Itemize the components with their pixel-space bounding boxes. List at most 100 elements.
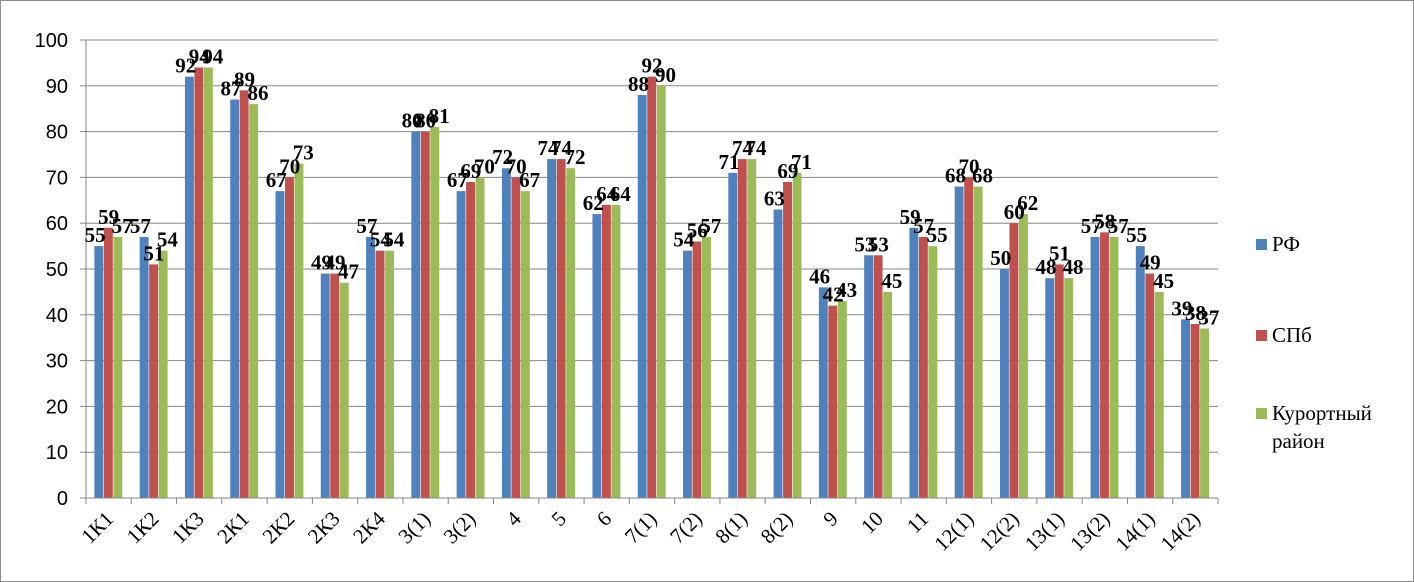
data-label: 60 (1004, 200, 1025, 224)
data-label: 55 (927, 223, 948, 247)
legend-item-rf: РФ (1256, 230, 1300, 258)
x-tick-label: 8(1) (710, 507, 752, 549)
y-tick-labels: 0 10 20 30 40 50 60 70 80 90 100 (35, 30, 68, 510)
bar (1045, 278, 1055, 498)
x-tick-label: 2К3 (303, 507, 345, 549)
data-label: 81 (429, 104, 450, 128)
x-tick-label: 2К4 (348, 506, 390, 548)
x-tick-label: 1К2 (122, 507, 164, 549)
data-label: 70 (474, 154, 495, 178)
bar (139, 236, 149, 498)
data-label: 51 (1049, 241, 1070, 265)
data-label: 68 (972, 164, 993, 188)
y-tick-label: 20 (46, 396, 68, 418)
bar (973, 186, 983, 498)
data-label: 94 (202, 44, 224, 68)
legend-label-spb: СПб (1272, 323, 1312, 347)
data-label: 64 (610, 182, 632, 206)
bar (1109, 236, 1119, 498)
data-label: 67 (519, 168, 540, 192)
x-tick-label: 2К1 (212, 507, 254, 549)
data-label: 59 (98, 205, 119, 229)
bar (456, 191, 466, 498)
data-label: 63 (764, 186, 785, 210)
bar (149, 264, 159, 498)
x-tick-label: 10 (856, 507, 888, 539)
data-label: 89 (234, 67, 255, 91)
bar (692, 241, 702, 498)
data-label: 80 (415, 109, 436, 133)
bar (728, 172, 738, 498)
bars (94, 67, 1210, 499)
data-label: 74 (551, 136, 573, 160)
axes (80, 39, 1219, 504)
data-label: 94 (189, 44, 211, 68)
bar (1064, 278, 1074, 498)
legend-label-rf: РФ (1272, 232, 1300, 256)
bar (184, 76, 194, 498)
x-tick-label: 6 (592, 507, 616, 531)
bar (1190, 323, 1200, 498)
x-tick-label: 7(2) (665, 507, 707, 549)
data-label: 45 (1153, 269, 1174, 293)
data-label: 57 (130, 214, 151, 238)
bar (230, 99, 240, 498)
bar (883, 291, 893, 498)
bar (249, 104, 259, 499)
bar (330, 273, 340, 498)
y-tick-label: 100 (35, 30, 68, 52)
data-label: 51 (143, 241, 164, 265)
data-label: 90 (655, 63, 676, 87)
data-label: 80 (402, 109, 423, 133)
bar (430, 127, 440, 499)
bar (566, 168, 576, 499)
data-label: 86 (247, 81, 268, 105)
data-label: 57 (112, 214, 133, 238)
data-label: 42 (823, 283, 844, 307)
y-tick-label: 40 (46, 305, 68, 327)
bar (275, 191, 285, 498)
data-label: 58 (1094, 209, 1115, 233)
bar (873, 255, 883, 498)
x-tick-label: 3(1) (393, 507, 435, 549)
data-label: 37 (1198, 306, 1219, 330)
legend-swatch-spb (1256, 330, 1267, 341)
bar (683, 250, 692, 498)
data-label: 74 (732, 136, 754, 160)
data-label: 55 (85, 223, 106, 247)
bar (637, 94, 647, 499)
bar (964, 177, 974, 498)
data-label: 57 (1081, 214, 1102, 238)
bar (909, 227, 919, 498)
bar (954, 186, 964, 498)
data-label: 69 (460, 159, 481, 183)
bar (792, 172, 802, 498)
bar (818, 287, 828, 498)
data-label: 62 (1017, 191, 1038, 215)
x-tick-label: 5 (547, 507, 571, 531)
bar (294, 163, 304, 498)
x-tick-label: 13(2) (1065, 507, 1114, 556)
bar (556, 159, 566, 498)
bar (158, 250, 168, 498)
bar (511, 177, 521, 498)
y-tick-label: 70 (46, 167, 68, 189)
data-label: 71 (719, 150, 740, 174)
legend-item-spb: СПб (1256, 321, 1312, 349)
bar (783, 181, 792, 499)
bar (475, 177, 485, 498)
data-label: 70 (279, 154, 300, 178)
data-label: 92 (642, 54, 663, 78)
legend-swatch-rf (1256, 239, 1267, 250)
bar (702, 236, 711, 498)
bar (501, 168, 511, 499)
data-label: 72 (564, 145, 585, 169)
y-tick-label: 60 (46, 213, 68, 235)
data-label: 56 (687, 219, 708, 243)
bar (773, 209, 783, 498)
data-label: 53 (868, 232, 889, 256)
bar (601, 204, 611, 498)
data-label: 39 (1171, 296, 1192, 320)
data-label: 70 (506, 154, 527, 178)
